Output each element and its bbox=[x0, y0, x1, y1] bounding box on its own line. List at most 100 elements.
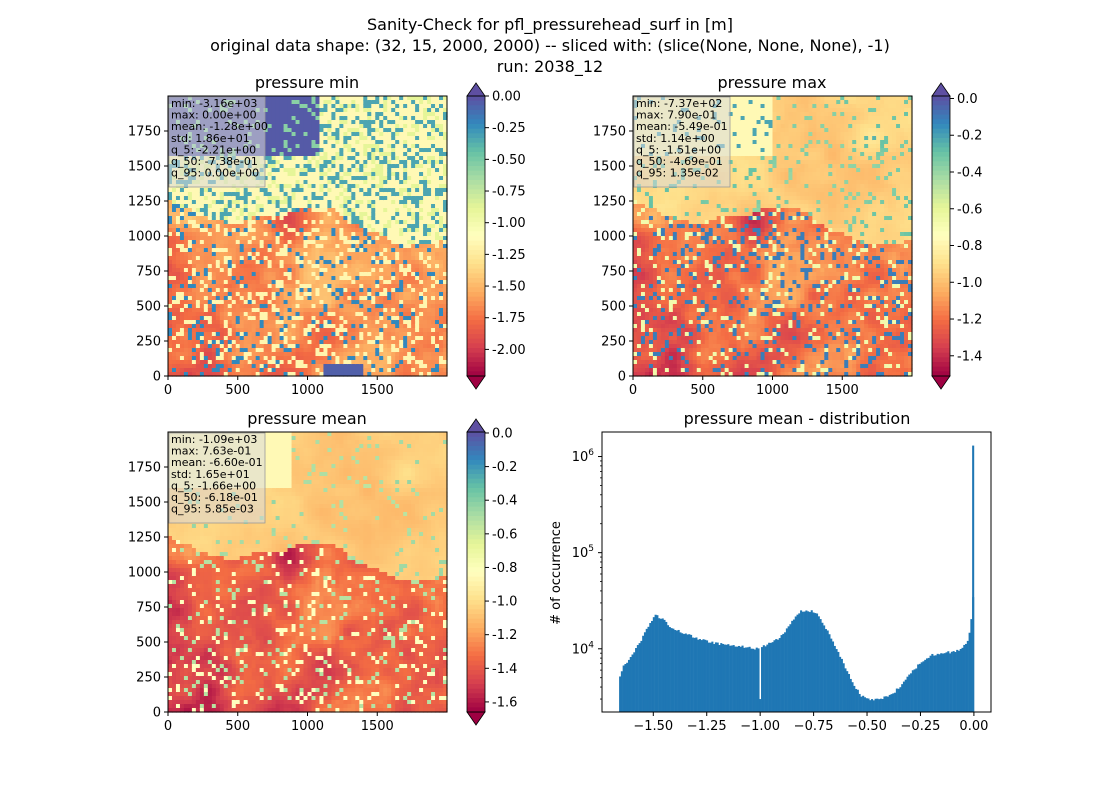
heatmap-cell bbox=[295, 252, 301, 257]
heatmap-cell bbox=[375, 152, 380, 157]
heatmap-cell bbox=[295, 256, 301, 261]
colorbar-frame bbox=[466, 95, 486, 377]
heatmap-cell bbox=[207, 204, 213, 209]
heatmap-cell bbox=[263, 172, 269, 177]
heatmap-cell bbox=[403, 296, 408, 301]
heatmap-cell bbox=[363, 324, 368, 329]
heatmap-cell bbox=[359, 364, 364, 369]
heatmap-cell bbox=[411, 372, 416, 377]
heatmap-cell bbox=[443, 96, 448, 101]
heatmap-cell bbox=[195, 304, 201, 309]
heatmap-cell bbox=[415, 224, 420, 229]
heatmap-cell bbox=[403, 324, 408, 329]
heatmap-cell bbox=[275, 144, 281, 149]
heatmap-cell bbox=[319, 240, 325, 245]
heatmap-cell bbox=[419, 284, 424, 289]
heatmap-cell bbox=[247, 296, 253, 301]
heatmap-cell bbox=[299, 96, 305, 101]
heatmap-cell bbox=[275, 136, 281, 141]
heatmap-cell bbox=[327, 336, 333, 341]
heatmap-cell bbox=[335, 232, 340, 237]
heatmap-cell bbox=[379, 264, 384, 269]
heatmap-cell bbox=[359, 240, 364, 245]
heatmap-cell bbox=[315, 364, 321, 369]
heatmap-cell bbox=[367, 100, 372, 105]
heatmap-cell bbox=[407, 168, 412, 173]
heatmap-cell bbox=[395, 252, 400, 257]
heatmap-cell bbox=[327, 112, 333, 117]
heatmap-cell bbox=[295, 264, 301, 269]
heatmap-cell bbox=[387, 128, 392, 133]
heatmap-cell bbox=[275, 232, 281, 237]
heatmap-cell bbox=[287, 228, 293, 233]
heatmap-cell bbox=[255, 288, 261, 293]
heatmap-cell bbox=[303, 316, 309, 321]
heatmap-cell bbox=[255, 196, 261, 201]
heatmap-cell bbox=[259, 204, 265, 209]
heatmap-cell bbox=[315, 128, 321, 133]
heatmap-cell bbox=[423, 100, 428, 105]
heatmap-cell bbox=[435, 100, 440, 105]
heatmap-cell bbox=[291, 276, 297, 281]
heatmap-cell bbox=[263, 148, 269, 153]
heatmap-cell bbox=[267, 276, 273, 281]
heatmap-cell bbox=[183, 272, 189, 277]
heatmap-cell bbox=[267, 204, 273, 209]
heatmap-cell bbox=[319, 312, 325, 317]
heatmap-cell bbox=[383, 320, 388, 325]
heatmap-cell bbox=[315, 112, 321, 117]
heatmap-cell bbox=[343, 140, 348, 145]
heatmap-cell bbox=[347, 132, 352, 137]
heatmap-cell bbox=[187, 340, 193, 345]
heatmap-cell bbox=[287, 348, 293, 353]
heatmap-cell bbox=[171, 292, 177, 297]
heatmap-cell bbox=[199, 300, 205, 305]
heatmap-cell bbox=[231, 192, 237, 197]
heatmap-cell bbox=[443, 268, 448, 273]
heatmap-cell bbox=[335, 228, 340, 233]
heatmap-cell bbox=[363, 96, 368, 101]
heatmap-cell bbox=[363, 300, 368, 305]
heatmap-cell bbox=[407, 292, 412, 297]
heatmap-cell bbox=[171, 272, 177, 277]
heatmap-cell bbox=[343, 132, 348, 137]
heatmap-cell bbox=[319, 360, 325, 365]
heatmap-cell bbox=[439, 172, 444, 177]
heatmap-cell bbox=[331, 100, 336, 105]
heatmap-cell bbox=[259, 272, 265, 277]
heatmap-cell bbox=[355, 176, 360, 181]
heatmap-cell bbox=[375, 216, 380, 221]
heatmap-cell bbox=[359, 176, 364, 181]
heatmap-cell bbox=[231, 200, 237, 205]
heatmap-cell bbox=[435, 204, 440, 209]
heatmap-cell bbox=[175, 372, 181, 377]
heatmap-cell bbox=[271, 104, 277, 109]
heatmap-cell bbox=[367, 304, 372, 309]
heatmap-cell bbox=[187, 256, 193, 261]
heatmap-cell bbox=[239, 360, 245, 365]
heatmap-cell bbox=[231, 220, 237, 225]
heatmap-cell bbox=[195, 224, 201, 229]
heatmap-cell bbox=[219, 248, 225, 253]
heatmap-cell bbox=[231, 188, 237, 193]
heatmap-cell bbox=[207, 340, 213, 345]
heatmap-cell bbox=[287, 212, 293, 217]
heatmap-cell bbox=[335, 292, 340, 297]
heatmap-cell bbox=[371, 256, 376, 261]
heatmap-cell bbox=[399, 272, 404, 277]
colorbar-segment bbox=[467, 96, 485, 102]
heatmap-cell bbox=[371, 216, 376, 221]
heatmap-cell bbox=[359, 252, 364, 257]
heatmap-cell bbox=[427, 296, 432, 301]
heatmap-cell bbox=[291, 288, 297, 293]
heatmap-cell bbox=[207, 368, 213, 373]
heatmap-cell bbox=[307, 372, 313, 377]
heatmap-cell bbox=[255, 208, 261, 213]
y-tick-label: 1500 bbox=[128, 160, 161, 175]
heatmap-cell bbox=[375, 128, 380, 133]
heatmap-cell bbox=[223, 196, 229, 201]
heatmap-cell bbox=[391, 336, 396, 341]
heatmap-cell bbox=[251, 228, 257, 233]
heatmap-cell bbox=[191, 204, 197, 209]
heatmap-cell bbox=[331, 288, 336, 293]
